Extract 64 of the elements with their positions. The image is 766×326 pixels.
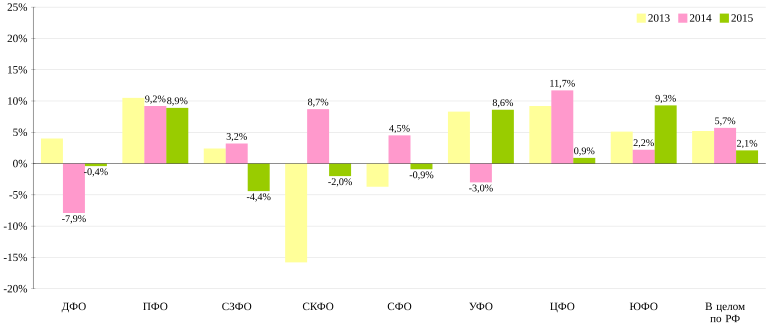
- data-label: 8,9%: [167, 98, 188, 106]
- bar: [654, 106, 677, 164]
- data-label: 8,7%: [308, 98, 328, 108]
- x-tick-label: В целом по РФ: [705, 302, 745, 322]
- data-label: 5,7%: [715, 118, 736, 126]
- y-tick-label: -15%: [4, 254, 28, 262]
- bar: [529, 106, 552, 164]
- x-tick-label: ПФО: [143, 302, 168, 310]
- y-tick-label: -10%: [4, 222, 28, 230]
- x-tick-label: СЗФО: [222, 302, 252, 310]
- data-label: -2,0%: [328, 178, 352, 187]
- y-tick-label: -5%: [9, 191, 28, 199]
- legend-label: 2015: [731, 14, 753, 22]
- x-tick-label: СКФО: [302, 302, 334, 310]
- bar: [692, 131, 714, 164]
- bar: [492, 110, 514, 164]
- bar: [470, 164, 492, 183]
- bar: [248, 164, 270, 192]
- y-tick-label: 20%: [8, 34, 28, 42]
- y-tick-label: -20%: [4, 285, 28, 293]
- x-tick-label: УФО: [469, 302, 492, 310]
- data-label: -4,4%: [246, 194, 271, 202]
- x-tick-label: ЦФО: [550, 302, 574, 313]
- data-label: 3,2%: [226, 133, 247, 142]
- bar: [448, 112, 470, 164]
- x-tick-label: ЮФО: [630, 302, 658, 310]
- data-label: 11,7%: [550, 80, 575, 88]
- bar: [285, 164, 308, 263]
- data-label: 0,9%: [574, 148, 594, 156]
- legend-label: 2014: [690, 14, 712, 22]
- bar: [714, 128, 736, 164]
- x-tick-label: СФО: [388, 302, 412, 310]
- bar: [610, 132, 633, 164]
- bar: [388, 136, 411, 164]
- bar: [166, 108, 188, 164]
- legend-label: 2013: [648, 14, 670, 22]
- bar: [226, 144, 248, 164]
- bar: [551, 90, 574, 164]
- data-label: -0,9%: [410, 172, 434, 180]
- data-label: 2,2%: [634, 139, 654, 148]
- bar: [307, 109, 330, 164]
- bar: [204, 148, 226, 164]
- data-label: 2,1%: [736, 140, 758, 148]
- y-tick-label: 10%: [8, 97, 28, 105]
- y-tick-label: 0%: [13, 160, 28, 168]
- data-label: 9,2%: [145, 96, 166, 104]
- bar: [122, 98, 144, 164]
- bar: [40, 138, 63, 164]
- bar: [62, 164, 85, 214]
- x-tick-label: ДФО: [62, 302, 86, 313]
- bar: [736, 150, 758, 164]
- bar: [144, 106, 166, 164]
- bar: [329, 164, 352, 176]
- y-tick-label: 5%: [13, 128, 28, 136]
- data-label: -7,9%: [62, 215, 86, 224]
- data-label: 4,5%: [389, 125, 410, 134]
- y-tick-label: 25%: [8, 4, 28, 12]
- data-label: -0,4%: [84, 168, 108, 177]
- bar: [366, 164, 389, 187]
- y-tick-label: 15%: [8, 66, 28, 74]
- bar: [632, 150, 655, 164]
- data-label: 9,3%: [655, 95, 676, 104]
- data-label: 8,6%: [492, 99, 514, 108]
- data-label: -3,0%: [469, 184, 493, 194]
